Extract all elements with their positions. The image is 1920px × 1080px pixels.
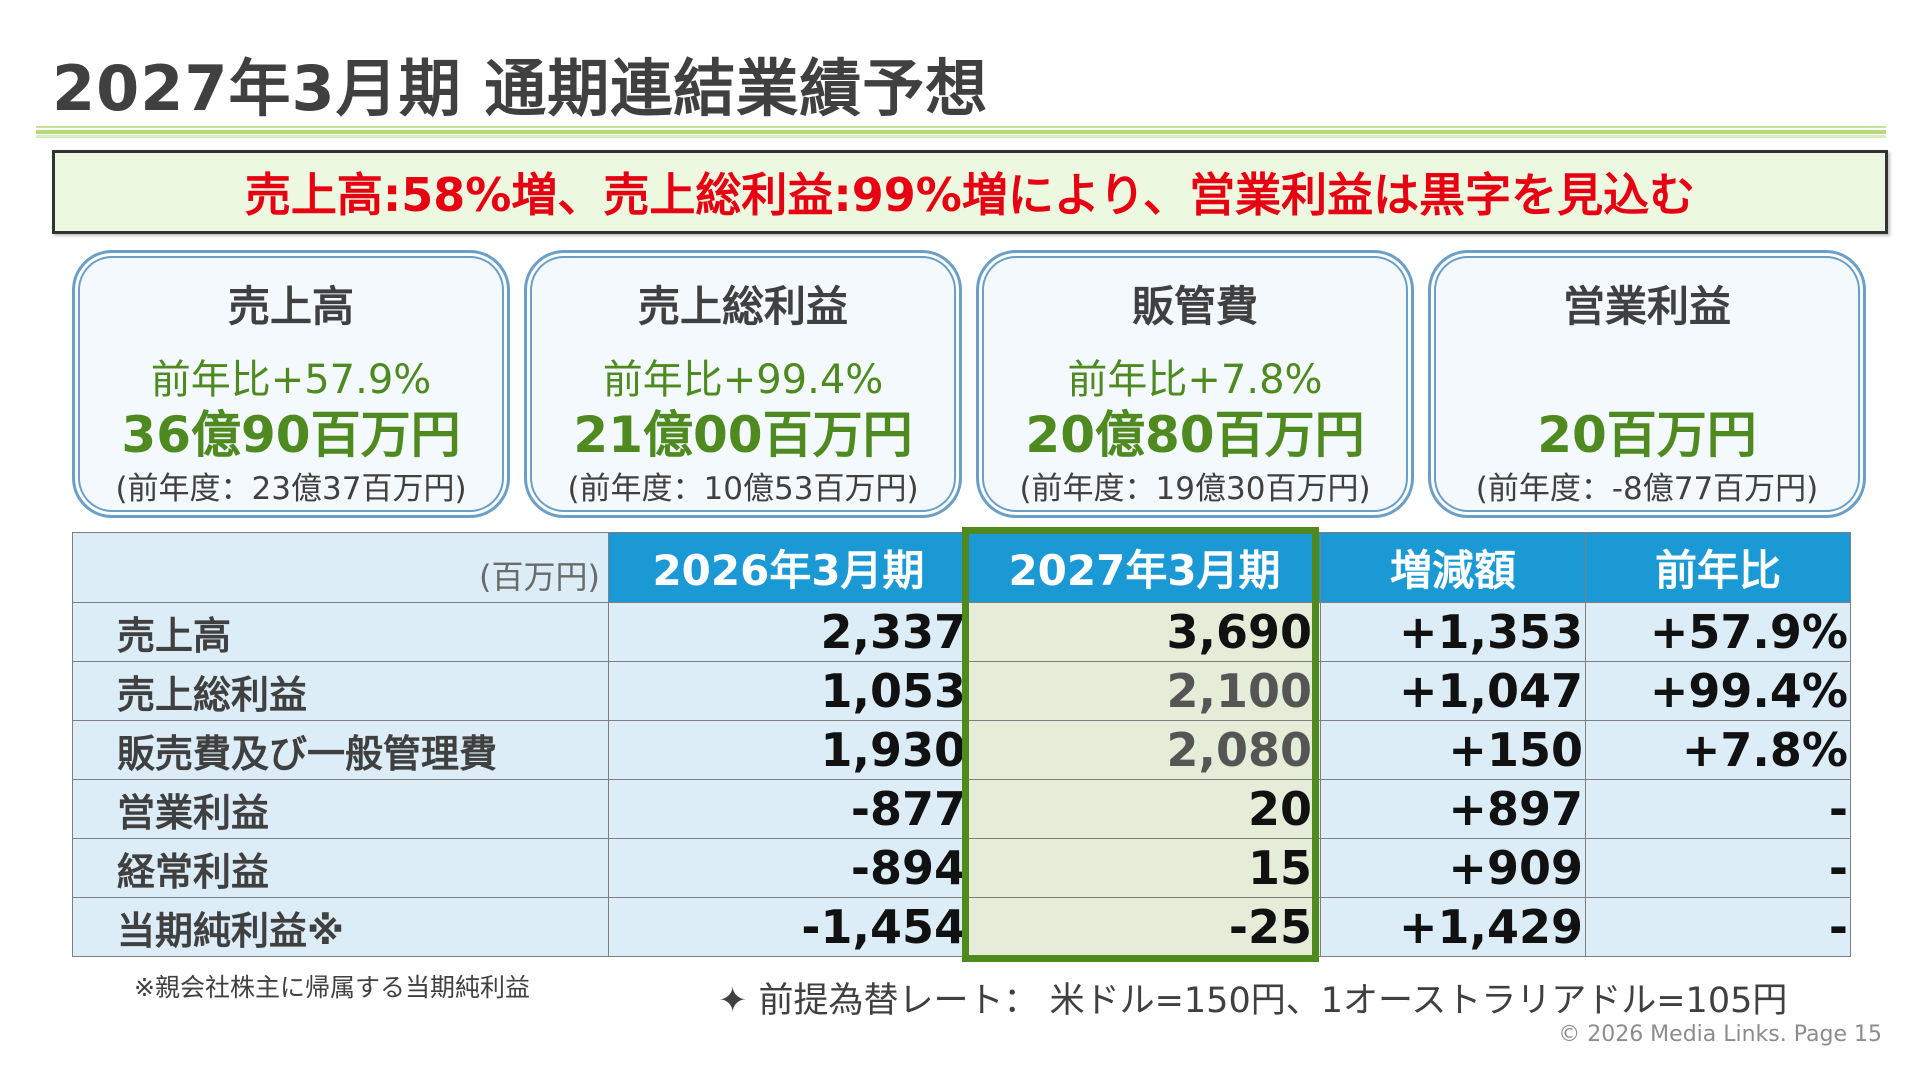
cell-change: +897	[1320, 779, 1586, 839]
cell-fy2026: -894	[608, 838, 969, 898]
row-label: 経常利益	[72, 838, 609, 898]
cell-change: +1,429	[1320, 897, 1586, 957]
cell-change: +1,353	[1320, 602, 1586, 662]
title-divider	[36, 126, 1886, 138]
cell-change: +150	[1320, 720, 1586, 780]
cell-fy2026: 1,053	[608, 661, 969, 721]
kpi-card-title: 営業利益	[1562, 282, 1731, 331]
table-row: 売上総利益 1,053 2,100 +1,047 +99.4%	[72, 661, 1851, 721]
kpi-card-gross-profit: 売上総利益 前年比+99.4% 21億00百万円 (前年度：10億53百万円)	[524, 250, 962, 518]
row-label: 販売費及び一般管理費	[72, 720, 609, 780]
kpi-card-yoy: 前年比+57.9%	[150, 357, 432, 403]
column-header-change: 増減額	[1320, 532, 1586, 603]
table-row: 当期純利益※ -1,454 -25 +1,429 -	[72, 897, 1851, 957]
kpi-card-title: 販管費	[1131, 282, 1258, 331]
headline-text: 売上高:58%増、売上総利益:99%増により、営業利益は黒字を見込む	[244, 168, 1696, 222]
column-header-fy2026: 2026年3月期	[608, 532, 969, 603]
cell-fy2027: 20	[968, 779, 1321, 839]
kpi-card-title: 売上高	[227, 282, 354, 331]
row-label: 売上高	[72, 602, 609, 662]
kpi-card-yoy: 前年比+99.4%	[602, 357, 884, 403]
unit-label: (百万円)	[72, 532, 609, 603]
column-header-fy2027: 2027年3月期	[968, 532, 1321, 603]
cell-fy2026: -1,454	[608, 897, 969, 957]
kpi-card-value: 20億80百万円	[1025, 406, 1365, 464]
kpi-card-previous: (前年度：10億53百万円)	[567, 471, 919, 507]
cell-change: +1,047	[1320, 661, 1586, 721]
headline-banner: 売上高:58%増、売上総利益:99%増により、営業利益は黒字を見込む	[52, 150, 1888, 234]
cell-fy2026: -877	[608, 779, 969, 839]
kpi-card-previous: (前年度：-8億77百万円)	[1475, 471, 1819, 507]
slide-title: 2027年3月期 通期連結業績予想	[52, 52, 989, 125]
kpi-card-previous: (前年度：19億30百万円)	[1019, 471, 1371, 507]
cell-change: +909	[1320, 838, 1586, 898]
cell-fy2026: 2,337	[608, 602, 969, 662]
cell-fy2027: 3,690	[968, 602, 1321, 662]
copyright-page-number: © 2026 Media Links. Page 15	[1558, 1022, 1882, 1047]
kpi-card-title: 売上総利益	[637, 282, 848, 331]
cell-yoy: -	[1585, 838, 1851, 898]
cell-yoy: +99.4%	[1585, 661, 1851, 721]
kpi-card-value: 20百万円	[1537, 406, 1757, 464]
table-row: 販売費及び一般管理費 1,930 2,080 +150 +7.8%	[72, 720, 1851, 780]
cell-yoy: -	[1585, 897, 1851, 957]
cell-fy2026: 1,930	[608, 720, 969, 780]
row-label: 営業利益	[72, 779, 609, 839]
table-row: 売上高 2,337 3,690 +1,353 +57.9%	[72, 602, 1851, 662]
cell-fy2027: 15	[968, 838, 1321, 898]
kpi-card-value: 36億90百万円	[121, 406, 461, 464]
cell-fy2027: -25	[968, 897, 1321, 957]
table-header-row: (百万円) 2026年3月期 2027年3月期 増減額 前年比	[72, 532, 1851, 603]
net-income-footnote: ※親会社株主に帰属する当期純利益	[134, 973, 530, 1002]
row-label: 当期純利益※	[72, 897, 609, 957]
kpi-card-sga: 販管費 前年比+7.8% 20億80百万円 (前年度：19億30百万円)	[976, 250, 1414, 518]
table-row: 経常利益 -894 15 +909 -	[72, 838, 1851, 898]
kpi-card-operating-profit: 営業利益 20百万円 (前年度：-8億77百万円)	[1428, 250, 1866, 518]
cell-yoy: +7.8%	[1585, 720, 1851, 780]
cell-yoy: -	[1585, 779, 1851, 839]
row-label: 売上総利益	[72, 661, 609, 721]
forecast-table: (百万円) 2026年3月期 2027年3月期 増減額 前年比 売上高 2,33…	[72, 532, 1851, 957]
cell-yoy: +57.9%	[1585, 602, 1851, 662]
kpi-card-yoy: 前年比+7.8%	[1067, 357, 1323, 403]
kpi-card-value: 21億00百万円	[573, 406, 913, 464]
cell-fy2027: 2,100	[968, 661, 1321, 721]
cell-fy2027: 2,080	[968, 720, 1321, 780]
kpi-card-sales: 売上高 前年比+57.9% 36億90百万円 (前年度：23億37百万円)	[72, 250, 510, 518]
fx-rate-note: ✦ 前提為替レート： 米ドル=150円、1オーストラリアドル=105円	[718, 981, 1788, 1021]
kpi-card-previous: (前年度：23億37百万円)	[115, 471, 467, 507]
column-header-yoy: 前年比	[1585, 532, 1851, 603]
table-row: 営業利益 -877 20 +897 -	[72, 779, 1851, 839]
